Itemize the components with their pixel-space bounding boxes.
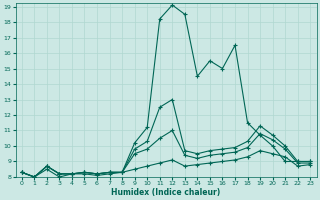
- X-axis label: Humidex (Indice chaleur): Humidex (Indice chaleur): [111, 188, 221, 197]
